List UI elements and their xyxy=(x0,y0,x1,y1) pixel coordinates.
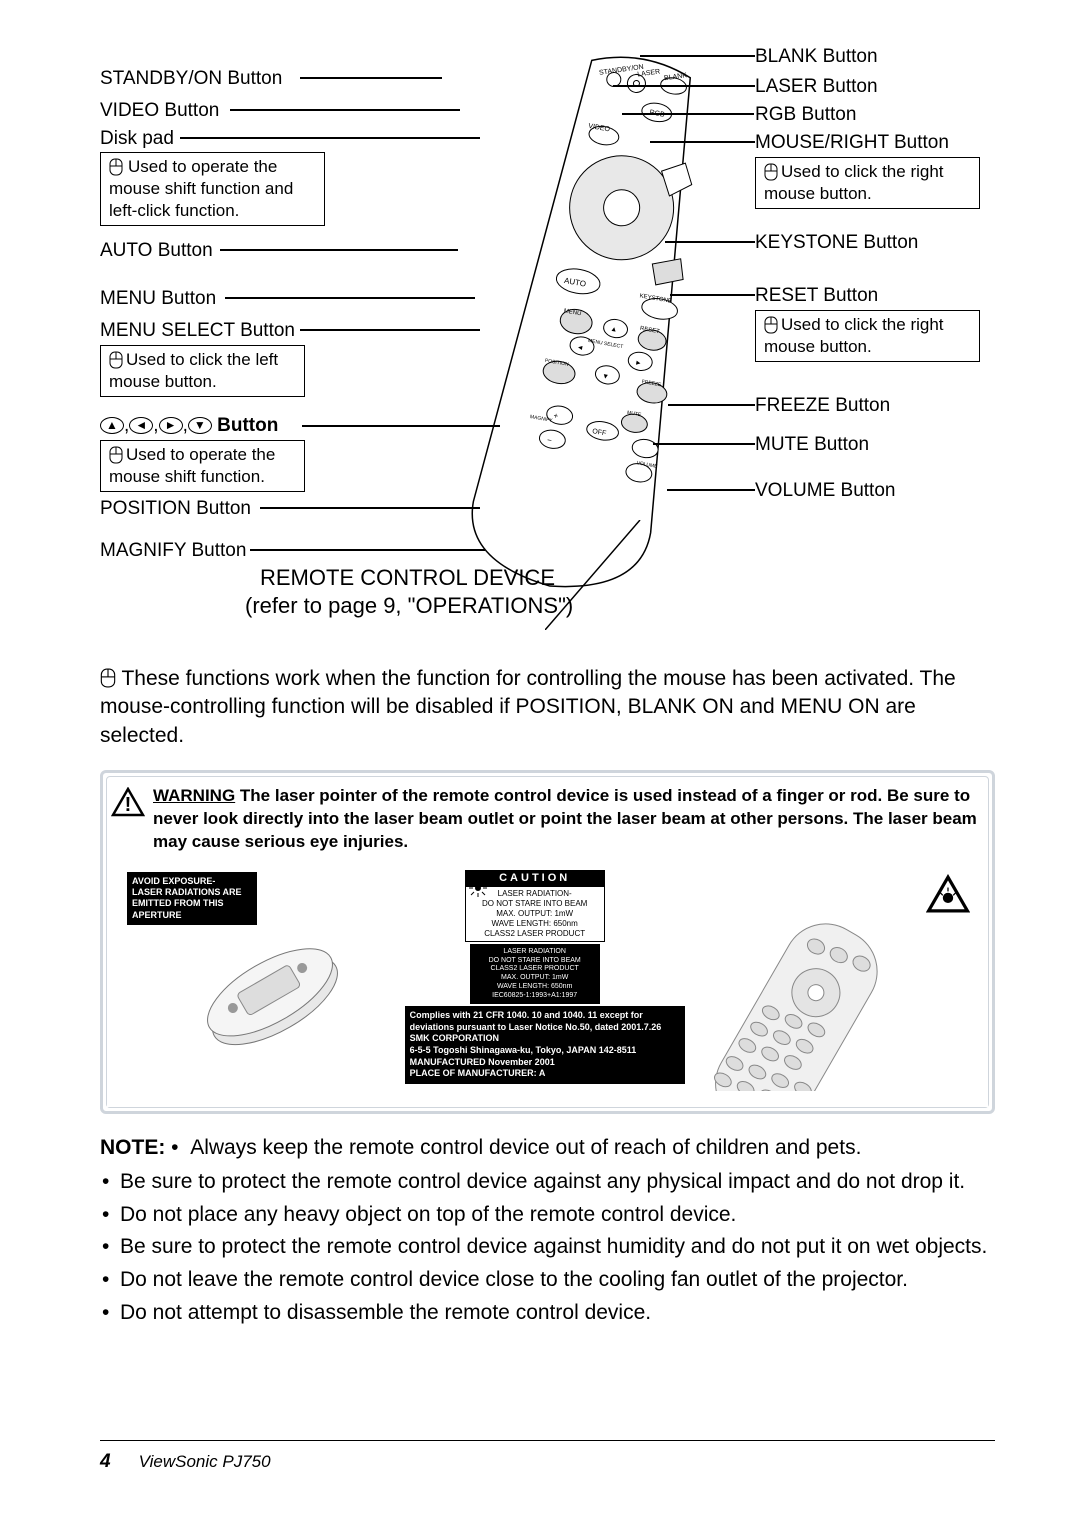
video-label: VIDEO Button xyxy=(100,100,219,122)
rgb-label: RGB Button xyxy=(755,104,856,126)
svg-text:►: ► xyxy=(634,359,642,367)
remote-back-illustration xyxy=(704,921,954,1091)
mute-label: MUTE Button xyxy=(755,434,869,456)
warning-text: ! WARNING The laser pointer of the remot… xyxy=(107,777,988,862)
position-label: POSITION Button xyxy=(100,498,251,520)
freeze-label: FREEZE Button xyxy=(755,395,890,417)
menu-label: MENU Button xyxy=(100,288,216,310)
diskpad-note: Used to operate the mouse shift function… xyxy=(100,152,325,226)
volume-label: VOLUME Button xyxy=(755,480,895,502)
svg-text:!: ! xyxy=(125,794,132,816)
warning-triangle-icon xyxy=(926,874,970,914)
mouse-function-note: These functions work when the function f… xyxy=(100,665,995,750)
warning-box: ! WARNING The laser pointer of the remot… xyxy=(100,770,995,1114)
svg-text:▼: ▼ xyxy=(601,373,609,381)
svg-text:▲: ▲ xyxy=(610,326,618,334)
standby-label: STANDBY/ON Button xyxy=(100,68,282,90)
direction-note: Used to operate the mouse shift function… xyxy=(100,440,305,492)
notes-section: NOTE: • Always keep the remote control d… xyxy=(100,1132,995,1329)
warning-panel-2: CAUTION LASER RADIATION- DO NOT STARE IN… xyxy=(405,866,691,1099)
direction-buttons-label: ▲,◄,►,▼ Button xyxy=(100,415,278,437)
remote-diagram: STANDBY/ON LASER BLANK RGB VIDEO AUTO KE… xyxy=(100,60,995,650)
menuselect-note: Used to click the left mouse button. xyxy=(100,345,305,397)
page-footer: 4ViewSonic PJ750 xyxy=(100,1440,995,1473)
magnify-label: MAGNIFY Button xyxy=(100,540,246,562)
mouseright-note: Used to click the right mouse button. xyxy=(755,157,980,209)
warning-panel-1: AVOID EXPOSURE- LASER RADIATIONS ARE EMI… xyxy=(115,866,401,1099)
keystone-label: KEYSTONE Button xyxy=(755,232,918,254)
laser-label: LASER Button xyxy=(755,76,878,98)
reset-note: Used to click the right mouse button. xyxy=(755,310,980,362)
mouseright-label: MOUSE/RIGHT Button xyxy=(755,132,949,154)
warning-panel-3 xyxy=(694,866,980,1099)
diskpad-label: Disk pad xyxy=(100,128,174,150)
reset-label: RESET Button xyxy=(755,285,878,307)
svg-text:◄: ◄ xyxy=(576,344,584,352)
menuselect-label: MENU SELECT Button xyxy=(100,320,295,342)
caption-title: REMOTE CONTROL DEVICE xyxy=(260,565,555,591)
caption-sub: (refer to page 9, "OPERATIONS") xyxy=(245,593,573,619)
blank-label: BLANK Button xyxy=(755,46,878,68)
auto-label: AUTO Button xyxy=(100,240,213,262)
